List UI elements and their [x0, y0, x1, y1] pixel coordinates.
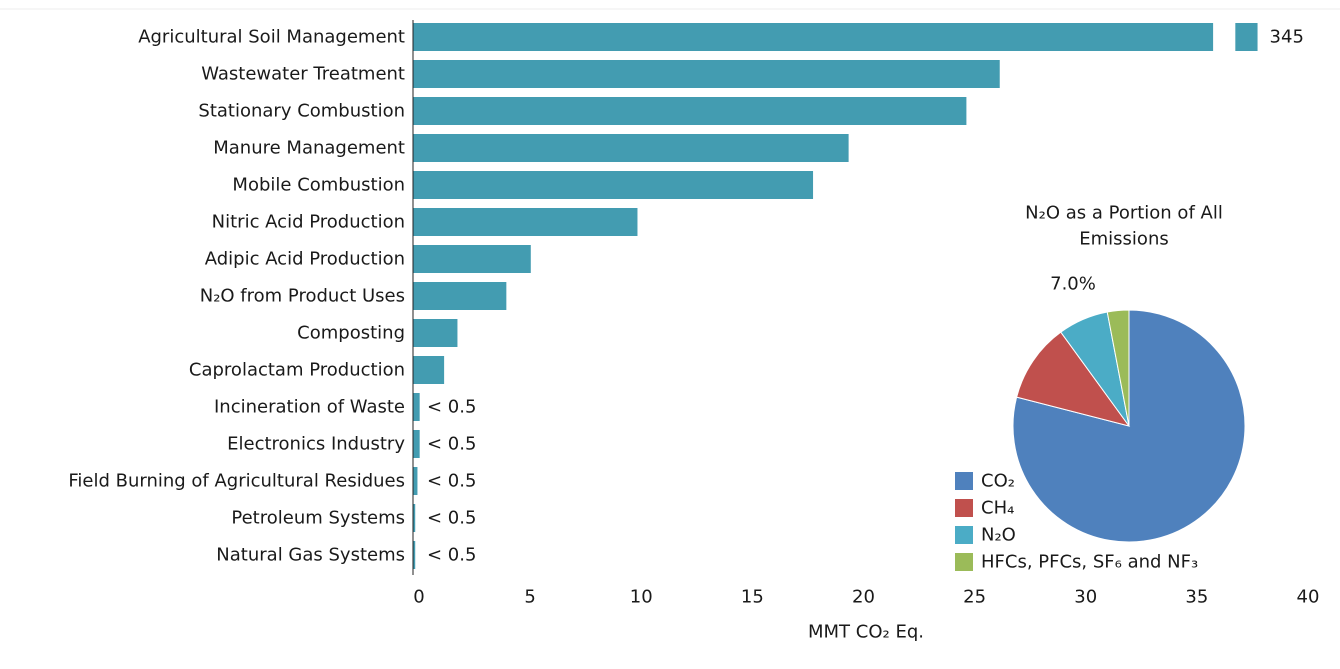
category-label-incineration-of-waste: Incineration of Waste	[214, 397, 405, 418]
bar-caprolactam-production	[413, 356, 445, 384]
bar-nitric-acid-production	[413, 208, 638, 236]
legend-swatch-n-o	[955, 526, 973, 544]
data-label-incineration-of-waste: < 0.5	[427, 397, 476, 418]
bar-wastewater-treatment	[413, 60, 1000, 88]
category-label-petroleum-systems: Petroleum Systems	[231, 508, 405, 529]
data-label-electronics-industry: < 0.5	[427, 434, 476, 455]
category-label-composting: Composting	[297, 323, 405, 344]
category-label-field-burning-of-agricultural-residues: Field Burning of Agricultural Residues	[68, 471, 405, 492]
bar-manure-management	[413, 134, 849, 162]
category-label-agricultural-soil-management: Agricultural Soil Management	[138, 27, 405, 48]
bars-group	[413, 23, 1258, 569]
pie-slices	[1012, 309, 1246, 543]
pie-title: N₂O as a Portion of All	[1025, 203, 1223, 224]
pie-slice-ch	[1016, 331, 1131, 427]
x-axis-label: MMT CO₂ Eq.	[808, 622, 924, 643]
bar-chart: Agricultural Soil Management Wastewater T…	[68, 20, 1319, 643]
bar-adipic-acid-production	[413, 245, 531, 273]
data-label-field-burning-of-agricultural-residues: < 0.5	[427, 471, 476, 492]
category-label-adipic-acid-production: Adipic Acid Production	[205, 249, 405, 270]
bar-electronics-industry	[413, 430, 420, 458]
legend-swatch-co	[955, 472, 973, 490]
x-axis-ticks: 0 5 10 15 20 25 30 35 40	[413, 587, 1319, 608]
x-tick-label: 15	[741, 587, 764, 608]
x-tick-label: 25	[963, 587, 986, 608]
legend-label-ch: CH₄	[981, 498, 1014, 519]
x-tick-label: 35	[1185, 587, 1208, 608]
category-label-nitric-acid-production: Nitric Acid Production	[212, 212, 405, 233]
x-tick-label: 0	[413, 587, 424, 608]
pie-title-continued: Emissions	[1079, 229, 1168, 250]
pie-legend: CO₂ CH₄ N₂O HFCs, PFCs, SF₆ and NF₃	[955, 471, 1198, 573]
data-labels: 345 < 0.5 < 0.5 < 0.5 < 0.5 < 0.5	[427, 27, 1304, 566]
category-label-mobile-combustion: Mobile Combustion	[232, 175, 405, 196]
legend-swatch-hfcs-pfcs-sf-and-nf	[955, 553, 973, 571]
data-label-petroleum-systems: < 0.5	[427, 508, 476, 529]
category-labels: Agricultural Soil Management Wastewater T…	[68, 27, 405, 566]
legend-label-hfcs-pfcs-sf-and-nf: HFCs, PFCs, SF₆ and NF₃	[981, 552, 1198, 573]
pie-slice-hfcs-pfcs-sf-and-nf	[1106, 309, 1130, 427]
x-tick-label: 20	[852, 587, 875, 608]
legend-label-co: CO₂	[981, 471, 1015, 492]
x-tick-label: 10	[630, 587, 653, 608]
bar-stationary-combustion	[413, 97, 967, 125]
x-tick-label: 5	[524, 587, 535, 608]
pie-chart: N₂O as a Portion of All Emissions 7.0% C…	[955, 203, 1246, 573]
data-label-agricultural-soil-management: 345	[1270, 27, 1304, 48]
bar-petroleum-systems	[413, 504, 416, 532]
x-tick-label: 30	[1074, 587, 1097, 608]
data-label-natural-gas-systems: < 0.5	[427, 545, 476, 566]
bar-incineration-of-waste	[413, 393, 420, 421]
bar-agricultural-soil-management-continued	[1235, 23, 1258, 51]
bar-composting	[413, 319, 458, 347]
category-label-wastewater-treatment: Wastewater Treatment	[201, 64, 405, 85]
category-label-natural-gas-systems: Natural Gas Systems	[216, 545, 405, 566]
category-label-electronics-industry: Electronics Industry	[227, 434, 405, 455]
bar-field-burning-of-agricultural-residues	[413, 467, 418, 495]
category-label-stationary-combustion: Stationary Combustion	[198, 101, 405, 122]
category-label-n-o-from-product-uses: N₂O from Product Uses	[200, 286, 405, 307]
bar-natural-gas-systems	[413, 541, 416, 569]
category-label-caprolactam-production: Caprolactam Production	[189, 360, 405, 381]
bar-agricultural-soil-management	[413, 23, 1214, 51]
pie-annotation: 7.0%	[1050, 274, 1096, 295]
x-tick-label: 40	[1297, 587, 1320, 608]
legend-swatch-ch	[955, 499, 973, 517]
bar-n-o-from-product-uses	[413, 282, 507, 310]
bar-mobile-combustion	[413, 171, 814, 199]
legend-label-n-o: N₂O	[981, 525, 1016, 546]
category-label-manure-management: Manure Management	[213, 138, 405, 159]
